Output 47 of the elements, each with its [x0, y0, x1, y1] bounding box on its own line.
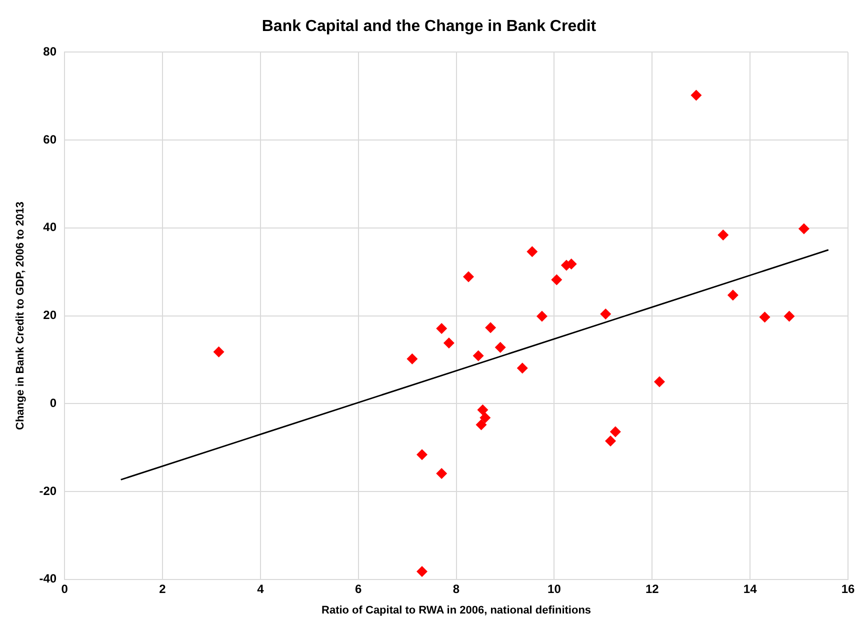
x-tick-label: 4	[257, 582, 264, 596]
y-tick-label: -20	[39, 484, 57, 498]
point	[759, 312, 770, 323]
y-tick-label: -40	[39, 572, 57, 586]
point	[600, 308, 612, 320]
x-tick-label: 16	[841, 582, 855, 596]
point	[213, 346, 224, 358]
point	[476, 419, 487, 430]
point	[494, 342, 506, 353]
chart-title: Bank Capital and the Change in Bank Credit	[262, 18, 597, 36]
point	[784, 310, 795, 322]
x-tick-label: 2	[159, 582, 166, 596]
point	[526, 246, 538, 258]
point	[690, 90, 702, 101]
x-tick-label: 10	[548, 582, 562, 596]
y-axis-title: Change in Bank Credit to GDP, 2006 to 2013	[14, 202, 27, 430]
point	[516, 362, 528, 374]
y-tick-label: 80	[43, 44, 57, 59]
point	[610, 426, 621, 438]
point	[480, 412, 491, 424]
point	[551, 274, 562, 286]
y-tick-label: 40	[43, 220, 57, 234]
y-tick-label: 20	[43, 308, 57, 322]
point	[436, 468, 448, 480]
point	[463, 271, 474, 282]
point	[798, 223, 810, 234]
y-tick-label: 60	[43, 132, 57, 146]
point	[605, 436, 616, 447]
x-tick-label: 12	[645, 582, 660, 596]
point	[477, 404, 488, 416]
point	[472, 350, 484, 362]
point	[718, 229, 729, 240]
x-tick-label: 8	[452, 582, 460, 596]
x-tick-label: 6	[354, 582, 362, 596]
point	[443, 338, 454, 349]
point	[436, 323, 448, 334]
point	[485, 322, 496, 334]
point	[654, 376, 665, 388]
y-tick-label: 0	[50, 396, 57, 410]
point	[416, 449, 428, 460]
x-tick-label: 0	[61, 582, 68, 596]
x-tick-label: 14	[743, 582, 758, 596]
point	[406, 353, 418, 364]
point	[727, 290, 738, 301]
x-axis-title: Ratio of Capital to RWA in 2006, national definitions	[322, 604, 592, 616]
point	[416, 566, 428, 577]
point	[536, 310, 548, 322]
